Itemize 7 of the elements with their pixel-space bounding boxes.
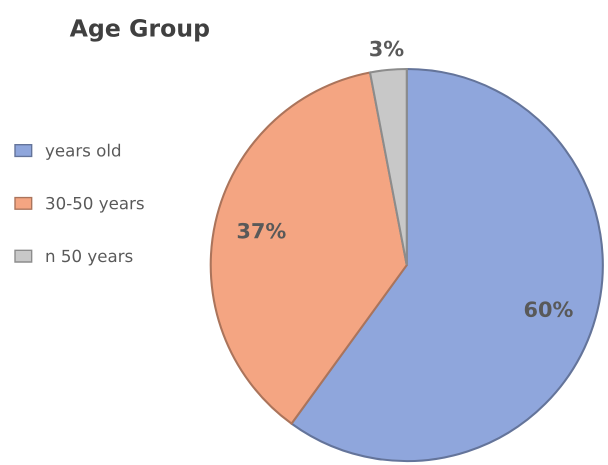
legend-label: n 50 years xyxy=(46,250,132,266)
data-label: 37% xyxy=(238,222,286,239)
data-label: 60% xyxy=(524,301,573,318)
legend-label: 30-50 years xyxy=(46,196,144,213)
data-label: 3% xyxy=(370,40,404,56)
legend-label: years old xyxy=(45,144,120,160)
chart-title: Age Group xyxy=(70,19,209,42)
